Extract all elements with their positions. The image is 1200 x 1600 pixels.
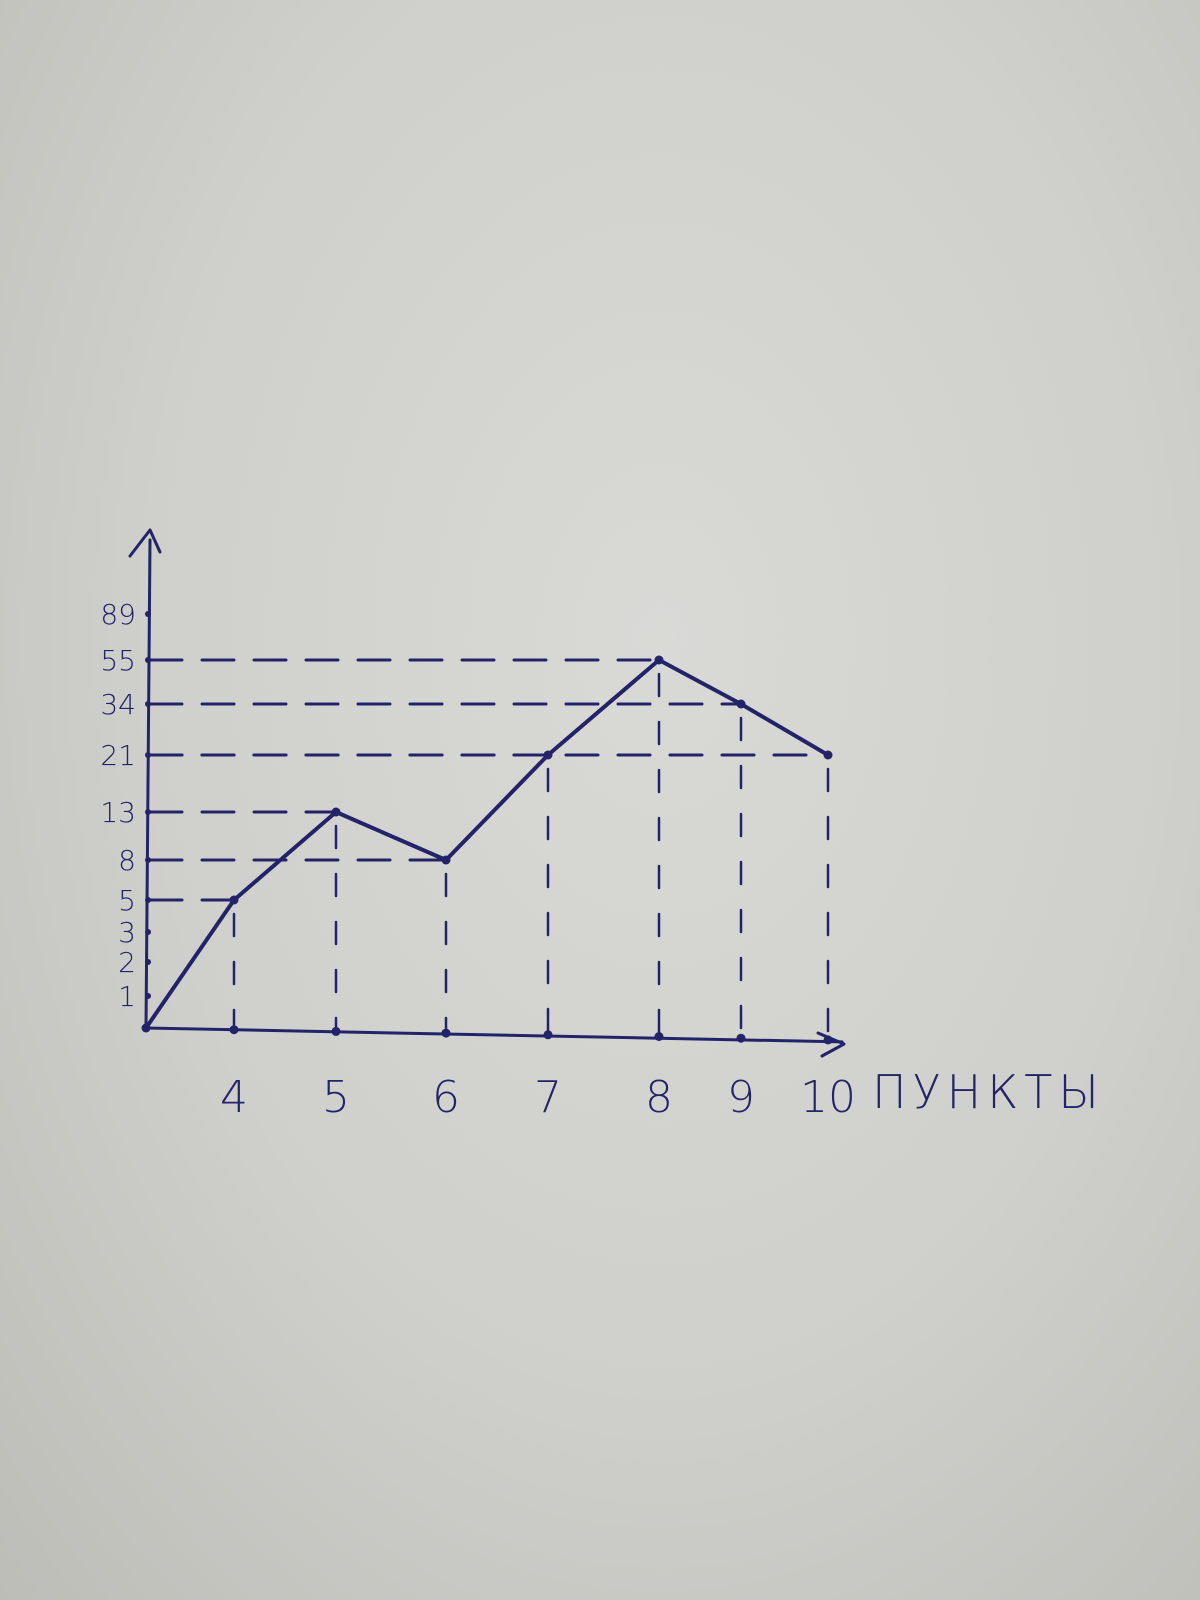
y-tick-label: 8 (118, 844, 136, 877)
y-tick-mark (145, 857, 151, 863)
axes (128, 528, 846, 1058)
y-tick-label: 21 (100, 739, 136, 772)
y-tick-mark (145, 929, 151, 935)
y-tick-label: 55 (100, 644, 136, 677)
y-axis-arrow (128, 528, 162, 558)
x-axis-point (736, 1033, 746, 1043)
x-axis-point (331, 1026, 341, 1036)
y-tick-label: 89 (100, 598, 136, 631)
data-point (543, 750, 553, 760)
y-axis (144, 538, 152, 1030)
y-tick-mark (145, 701, 151, 707)
x-axis-point (543, 1030, 553, 1040)
y-tick-mark (145, 993, 151, 999)
x-axis-point (823, 1035, 833, 1045)
x-axis-point (229, 1025, 239, 1035)
data-point (331, 807, 341, 817)
x-axis-label: ПУНКТЫ (872, 1065, 1105, 1119)
y-tick-mark (145, 809, 151, 815)
x-axis-arrow (816, 1031, 846, 1058)
x-tick-label: 9 (727, 1072, 755, 1123)
x-tick-label: 4 (220, 1072, 248, 1123)
x-tick-label: 8 (645, 1072, 673, 1123)
data-point (654, 655, 664, 665)
data-point (141, 1023, 151, 1033)
points-group (141, 655, 833, 1045)
x-axis (144, 1026, 844, 1044)
y-tick-mark (145, 897, 151, 903)
x-tick-label: 7 (534, 1072, 562, 1123)
data-point (823, 750, 833, 760)
y-tick-label: 3 (118, 916, 136, 949)
y-tick-mark (145, 752, 151, 758)
y-tick-mark (145, 657, 151, 663)
y-tick-label: 34 (100, 688, 136, 721)
data-point (736, 699, 746, 709)
x-tick-label: 5 (322, 1072, 350, 1123)
x-axis-point (654, 1032, 664, 1041)
data-point (229, 895, 239, 905)
series-line-group (144, 658, 830, 1030)
x-axis-point (441, 1028, 451, 1038)
series-line (144, 658, 830, 1030)
guide-lines (148, 658, 830, 1042)
x-tick-label: 10 (800, 1072, 856, 1123)
data-point (441, 855, 451, 865)
x-tick-label: 6 (432, 1072, 460, 1123)
y-tick-mark (145, 611, 151, 617)
y-tick-label: 2 (118, 946, 136, 979)
y-tick-mark (145, 959, 151, 965)
y-tick-label: 13 (100, 796, 136, 829)
y-tick-label: 1 (118, 980, 136, 1013)
y-tick-label: 5 (118, 884, 136, 917)
